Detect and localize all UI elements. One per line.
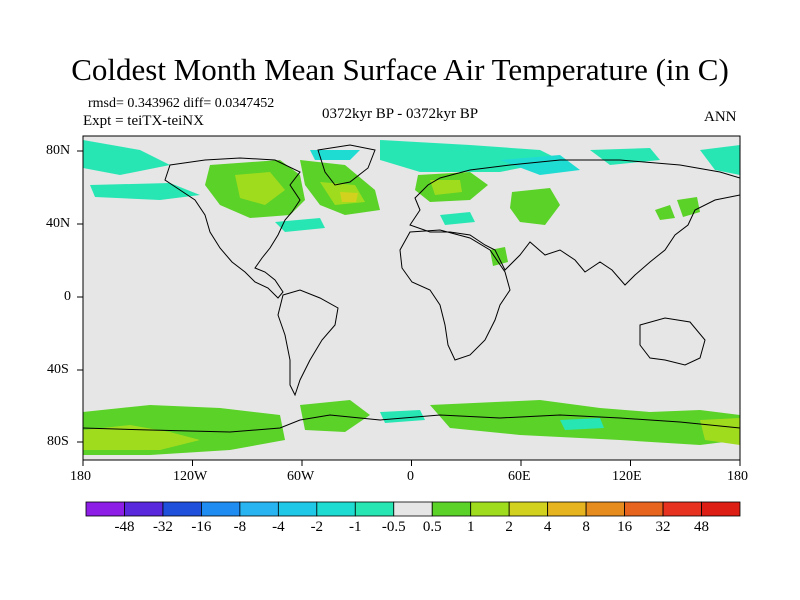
anomaly-fields xyxy=(83,140,740,455)
colorbar-label: -48 xyxy=(114,519,135,535)
anomaly-region xyxy=(590,148,660,165)
anomaly-region xyxy=(90,183,200,200)
colorbar-label: -2 xyxy=(310,519,324,535)
coastline-greenland xyxy=(317,144,376,186)
anomaly-region xyxy=(275,218,325,232)
lat-tick-label: 80N xyxy=(46,143,71,158)
lon-tick-label: 180 xyxy=(70,469,91,484)
colorbar-swatch xyxy=(124,501,164,517)
period-label: 0372kyr BP - 0372kyr BP xyxy=(322,106,479,122)
colorbar-swatch xyxy=(701,501,741,517)
coastlines xyxy=(83,144,740,433)
lon-tick-label: 60W xyxy=(287,469,315,484)
colorbar-swatch xyxy=(316,501,356,517)
colorbar-label: -32 xyxy=(152,519,173,535)
anomaly-region xyxy=(655,205,675,220)
map-title: Coldest Month Mean Surface Air Temperatu… xyxy=(71,52,729,87)
coastline-south-america xyxy=(277,289,339,397)
lat-tick-label: 40S xyxy=(47,362,69,377)
anomaly-region xyxy=(490,247,508,266)
lon-tick-label: 60E xyxy=(508,469,531,484)
colorbar-label: 8 xyxy=(582,519,590,535)
colorbar-label: 2 xyxy=(505,519,513,535)
coastline-australia xyxy=(639,317,706,366)
anomaly-region xyxy=(83,140,170,175)
anomaly-region xyxy=(700,145,740,175)
map-background xyxy=(83,136,740,460)
colorbar-swatch xyxy=(508,501,549,517)
anomaly-region xyxy=(510,188,560,225)
anomaly-region xyxy=(440,212,475,225)
anomaly-region xyxy=(380,410,425,423)
lon-tick-label: 180 xyxy=(727,469,748,484)
colorbar-swatch xyxy=(585,501,625,517)
colorbar-label: 1 xyxy=(466,519,475,535)
colorbar-swatch xyxy=(393,501,433,517)
colorbar-swatch xyxy=(239,501,279,517)
lat-tick-label: 80S xyxy=(47,434,69,449)
colorbar-label: -8 xyxy=(233,519,247,535)
season-label: ANN xyxy=(704,109,737,125)
colorbar-swatch xyxy=(201,501,241,517)
axis-ticks xyxy=(77,150,741,466)
colorbar-label: 0.5 xyxy=(422,519,442,535)
colorbar-swatch xyxy=(354,501,395,517)
lon-tick-label: 120W xyxy=(173,469,208,484)
colorbar-swatch xyxy=(162,501,202,517)
coastline-north-america xyxy=(164,157,301,299)
colorbar-label: 4 xyxy=(543,519,552,535)
colorbar-swatch xyxy=(85,501,125,517)
colorbar xyxy=(85,501,741,517)
anomaly-region xyxy=(235,172,285,205)
coastline-africa xyxy=(399,229,511,361)
colorbar-swatch xyxy=(470,501,510,517)
coastline-antarctica xyxy=(83,414,740,433)
lat-tick-label: 40N xyxy=(46,216,71,231)
anomaly-region xyxy=(430,180,462,195)
colorbar-swatch xyxy=(277,501,318,517)
lon-tick-label: 120E xyxy=(612,469,642,484)
anomaly-region xyxy=(83,425,200,450)
colorbar-label: 16 xyxy=(617,519,633,535)
anomaly-region xyxy=(560,418,604,430)
colorbar-label: -1 xyxy=(349,519,362,535)
lon-tick-label: 0 xyxy=(407,469,414,484)
colorbar-label: 48 xyxy=(694,519,710,535)
colorbar-label: -0.5 xyxy=(381,519,406,535)
colorbar-label: -16 xyxy=(191,519,212,535)
anomaly-region xyxy=(340,192,358,202)
colorbar-swatch xyxy=(624,501,664,517)
anomaly-region xyxy=(310,150,360,160)
lat-tick-label: 0 xyxy=(64,289,71,304)
stats-label: rmsd= 0.343962 diff= 0.0347452 xyxy=(88,96,275,111)
colorbar-swatch xyxy=(662,501,702,517)
colorbar-swatch xyxy=(431,501,472,517)
coastline-eurasia xyxy=(409,159,740,286)
colorbar-label: 32 xyxy=(655,519,671,535)
experiment-label: Expt = teiTX-teiNX xyxy=(83,113,204,129)
colorbar-swatch xyxy=(547,501,587,517)
colorbar-label: -4 xyxy=(272,519,285,535)
